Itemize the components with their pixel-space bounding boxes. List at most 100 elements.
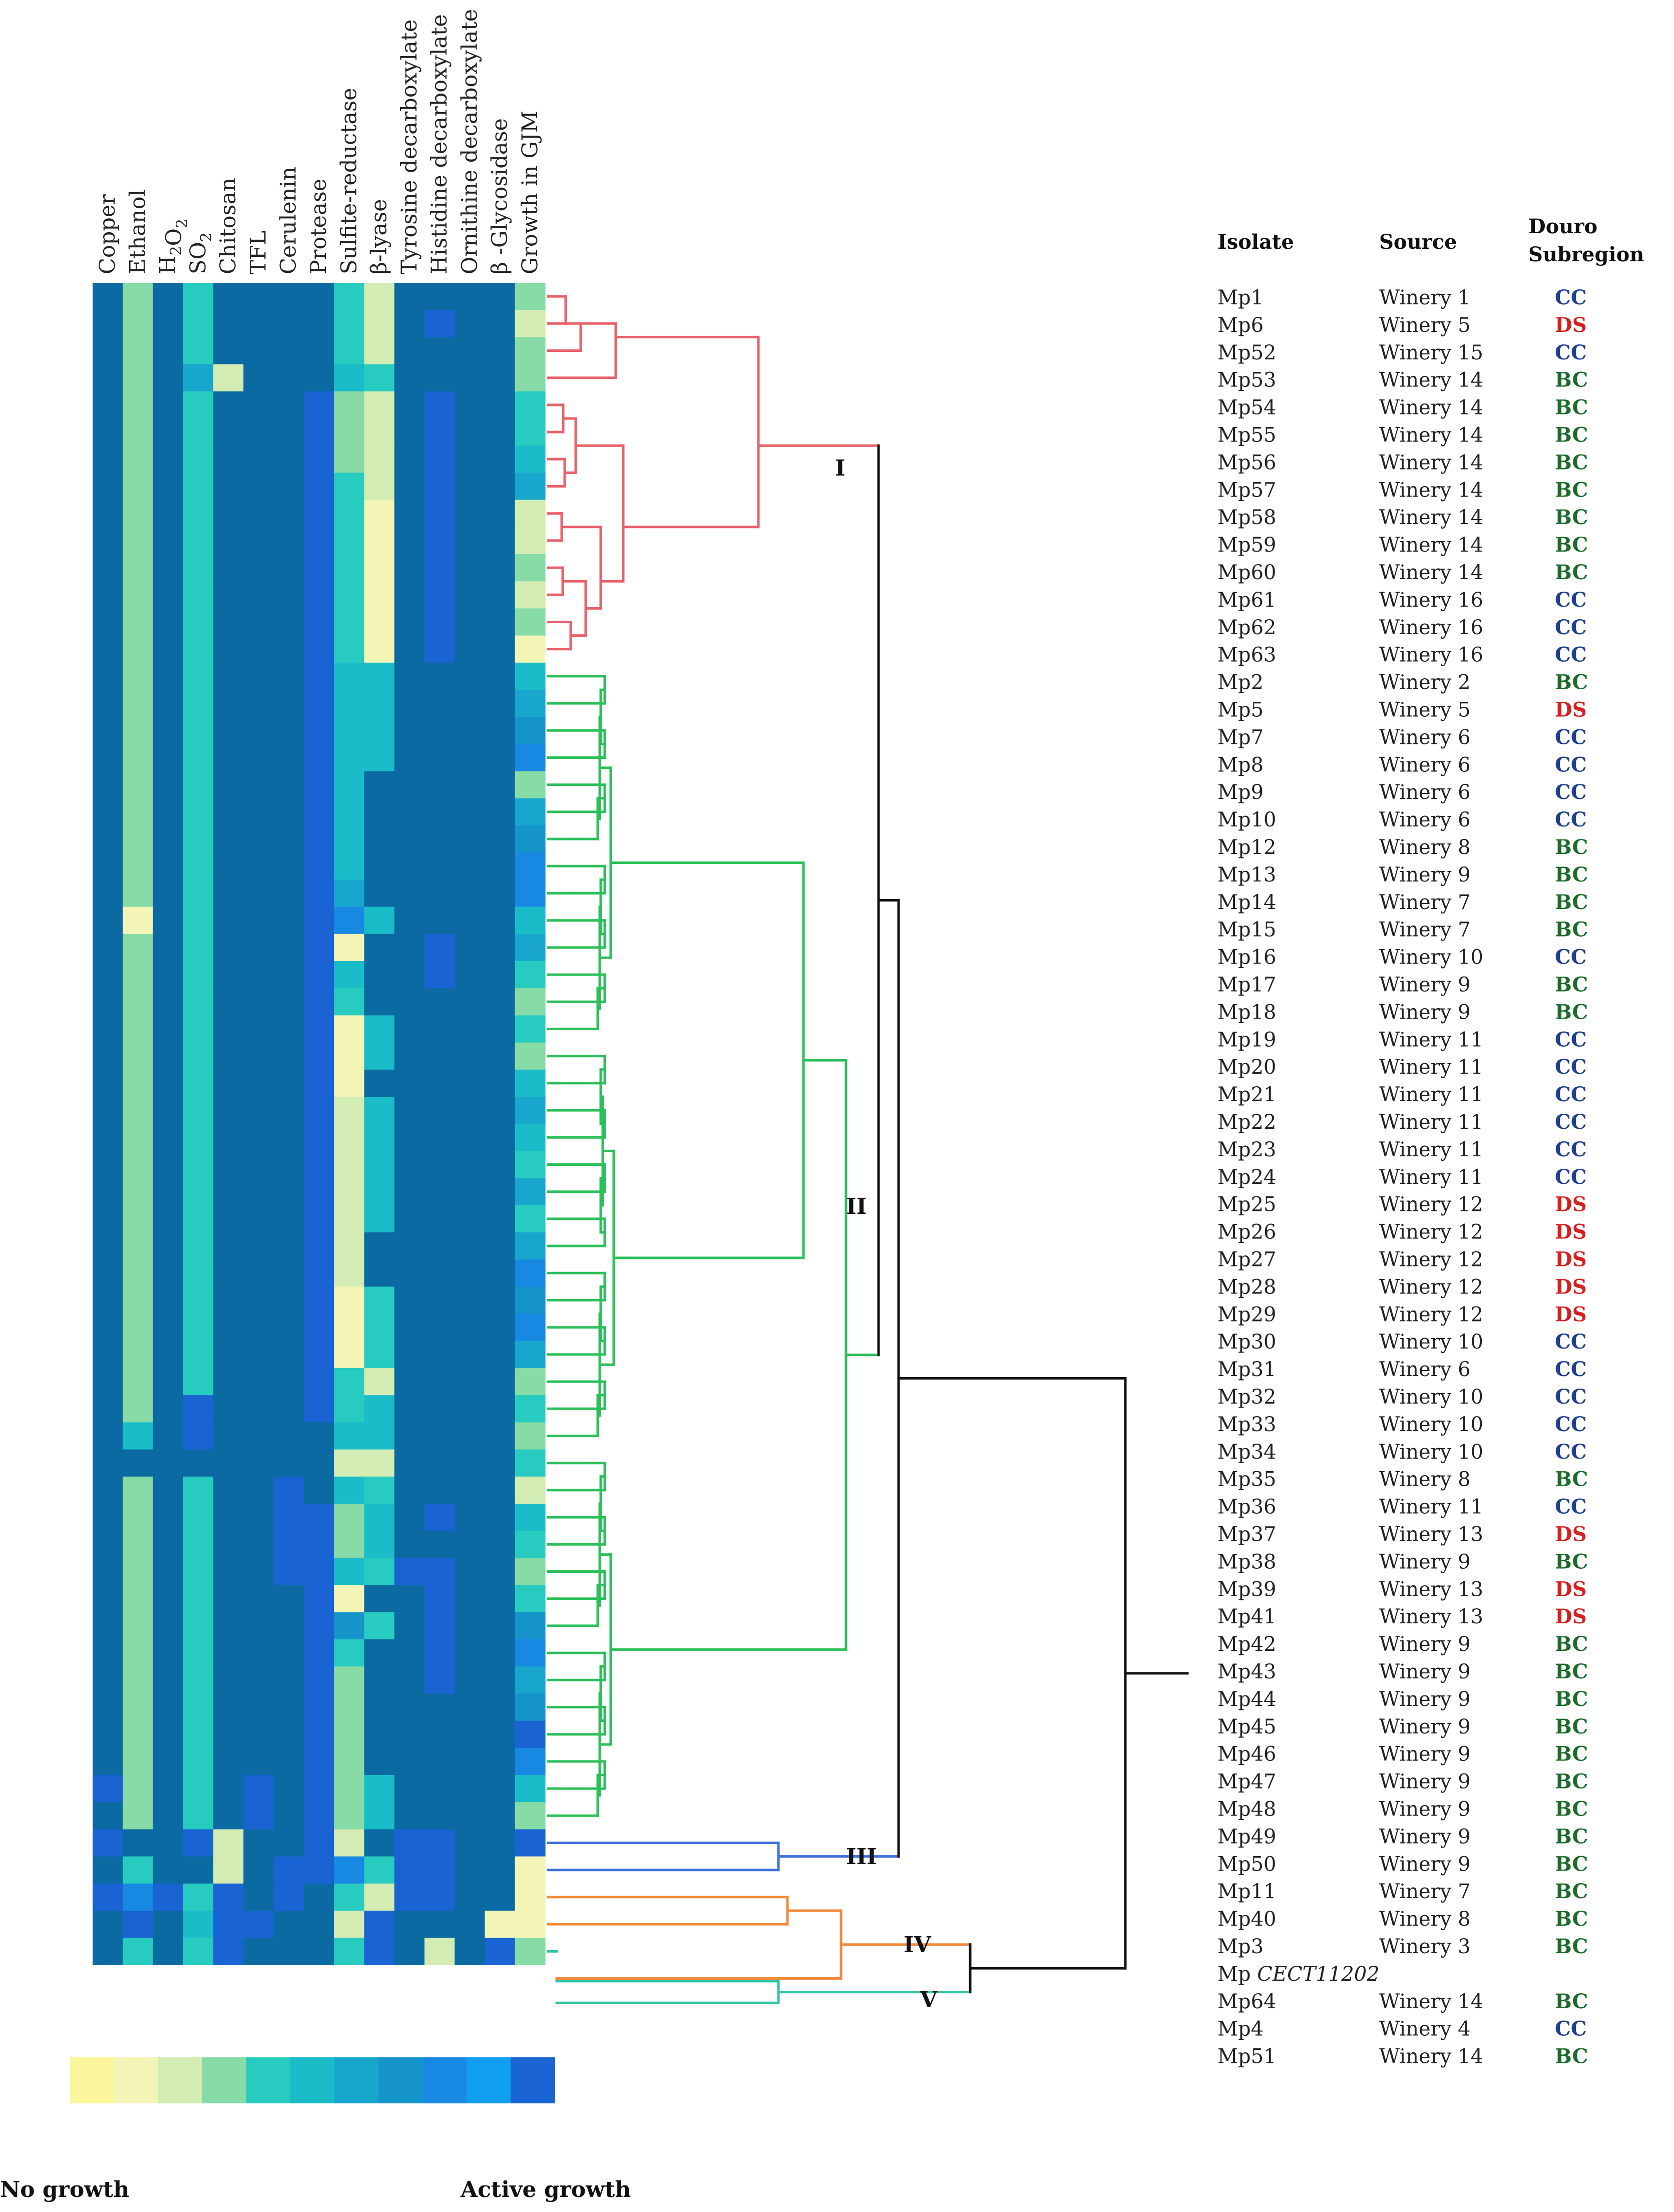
heatmap-cell	[485, 500, 516, 528]
heatmap-cell	[243, 1422, 274, 1450]
heatmap-cell	[455, 744, 486, 772]
heatmap-cell	[364, 1286, 395, 1314]
subregion-cell: BC	[1555, 396, 1588, 419]
heatmap-cell	[485, 1747, 516, 1776]
heatmap-cell	[455, 391, 486, 419]
heatmap-cell	[183, 446, 214, 473]
heatmap-cell	[455, 1368, 486, 1396]
heatmap-cell	[364, 473, 395, 501]
heatmap-cell	[394, 1286, 425, 1314]
heatmap-cell	[93, 852, 123, 880]
heatmap-cell	[93, 1368, 123, 1396]
heatmap-cell	[123, 1395, 154, 1423]
heatmap-cell	[183, 852, 214, 880]
heatmap-cell	[455, 1585, 486, 1613]
heatmap-cell	[455, 662, 486, 690]
subregion-cell: CC	[1555, 1055, 1587, 1079]
heatmap-cell	[515, 283, 546, 310]
isolate-cell: Mp52	[1217, 341, 1276, 364]
heatmap-cell	[183, 1205, 214, 1233]
heatmap-cell	[334, 1341, 364, 1369]
heatmap-cell	[515, 1205, 546, 1233]
heatmap-cell	[303, 988, 334, 1016]
heatmap-cell	[123, 1775, 154, 1803]
heatmap-cell	[273, 771, 304, 799]
heatmap-cell	[424, 1639, 455, 1667]
heatmap-cell	[243, 1720, 274, 1748]
heatmap-cell	[183, 717, 214, 744]
heatmap-cell	[515, 391, 546, 419]
isolate-cell: Mp17	[1217, 974, 1276, 997]
heatmap-cell	[364, 879, 395, 908]
heatmap-cell	[485, 1612, 516, 1640]
heatmap-cell	[243, 1639, 274, 1667]
heatmap-cell	[515, 1720, 546, 1748]
heatmap-cell	[213, 1395, 244, 1423]
heatmap-cell	[303, 1124, 334, 1151]
heatmap-cell	[213, 554, 244, 582]
heatmap-cell	[273, 1720, 304, 1748]
heatmap-cell	[455, 1395, 486, 1423]
heatmap-cell	[213, 690, 244, 717]
heatmap-cell	[93, 690, 123, 717]
heatmap-cell	[183, 1883, 214, 1911]
heatmap-cell	[424, 1476, 455, 1504]
heatmap-cell	[123, 1259, 154, 1287]
heatmap-cell	[213, 1504, 244, 1531]
heatmap-cell	[243, 879, 274, 908]
heatmap-cell	[213, 1938, 244, 1965]
heatmap-cell	[243, 391, 274, 419]
subregion-cell: CC	[1555, 808, 1587, 831]
heatmap-cell	[485, 1042, 516, 1070]
heatmap-cell	[394, 1829, 425, 1857]
heatmap-cell	[183, 1775, 214, 1803]
heatmap-cell	[334, 825, 364, 853]
cluster-label: I	[835, 456, 846, 481]
heatmap-cell	[334, 1802, 364, 1830]
heatmap-cell	[303, 1395, 334, 1423]
heatmap-cell	[424, 852, 455, 880]
heatmap-cell	[243, 1124, 274, 1151]
heatmap-cell	[334, 852, 364, 880]
heatmap-cell	[183, 879, 214, 908]
heatmap-cell	[153, 1395, 184, 1423]
heatmap-cell	[213, 635, 244, 663]
heatmap-cell	[303, 418, 334, 446]
heatmap-cell	[273, 1449, 304, 1477]
heatmap-cell	[485, 961, 516, 989]
heatmap-cell	[455, 1856, 486, 1884]
heatmap-cell	[394, 608, 425, 636]
source-cell: Winery 14	[1379, 369, 1483, 392]
heatmap-cell	[303, 1476, 334, 1504]
heatmap-cell	[153, 1449, 184, 1477]
heatmap-cell	[273, 662, 304, 690]
isolate-cell: Mp53	[1217, 369, 1276, 392]
source-cell: Winery 13	[1379, 1605, 1483, 1628]
heatmap-cell	[303, 690, 334, 717]
isolate-cell: Mp49	[1217, 1825, 1276, 1848]
heatmap-cell	[364, 1504, 395, 1531]
heatmap-cell	[273, 717, 304, 744]
heatmap-cell	[424, 879, 455, 908]
legend-swatch	[467, 2057, 511, 2103]
heatmap-cell	[515, 1097, 546, 1124]
source-cell: Winery 16	[1379, 589, 1483, 612]
heatmap-cell	[364, 554, 395, 582]
source-cell: Winery 11	[1379, 1496, 1483, 1519]
heatmap-cell	[123, 1856, 154, 1884]
subregion-cell: CC	[1555, 1110, 1587, 1134]
heatmap-cell	[123, 1151, 154, 1179]
heatmap-cell	[123, 744, 154, 772]
heatmap-cell	[424, 1911, 455, 1938]
heatmap-cell	[153, 500, 184, 528]
heatmap-cell	[93, 907, 123, 935]
heatmap-cell	[394, 852, 425, 880]
heatmap-cell	[334, 1069, 364, 1097]
cluster-label: II	[846, 1194, 867, 1219]
heatmap-cell	[93, 825, 123, 853]
subregion-cell: DS	[1555, 1605, 1587, 1628]
heatmap-cell	[213, 1883, 244, 1911]
heatmap-cell	[303, 771, 334, 799]
heatmap-cell	[213, 1069, 244, 1097]
